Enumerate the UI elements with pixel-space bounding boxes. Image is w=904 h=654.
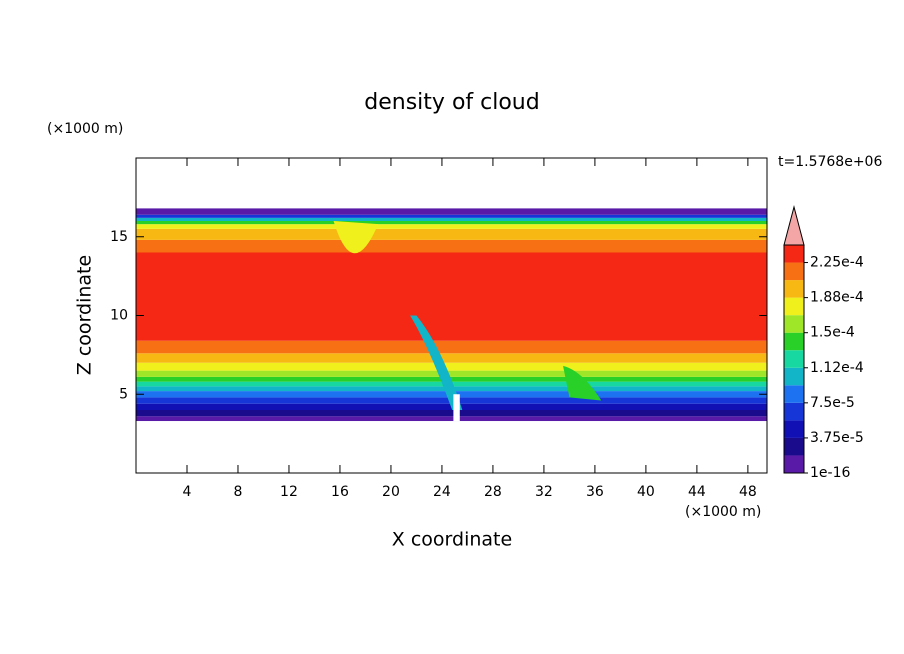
- field-band: [136, 239, 767, 253]
- colorbar-tick-label: 1.12e-4: [810, 360, 864, 376]
- y-axis-label: Z coordinate: [74, 255, 96, 375]
- x-tick-label: 24: [433, 484, 451, 500]
- x-tick-label: 36: [586, 484, 604, 500]
- field-band: [136, 416, 767, 422]
- colorbar-band: [784, 367, 804, 386]
- field-gap: [453, 394, 460, 422]
- x-tick-label: 8: [234, 484, 243, 500]
- contour-field: [136, 208, 767, 422]
- colorbar-tick-label: 1e-16: [810, 465, 850, 481]
- field-band: [136, 340, 767, 354]
- colorbar-band: [784, 385, 804, 403]
- field-band: [136, 221, 767, 225]
- x-tick-label: 44: [688, 484, 706, 500]
- x-tick-label: 48: [739, 484, 757, 500]
- field-band: [136, 208, 767, 215]
- x-tick-label: 12: [280, 484, 298, 500]
- colorbar-tick-label: 1.5e-4: [810, 325, 855, 341]
- x-tick-label: 40: [637, 484, 655, 500]
- colorbar-tick-label: 1.88e-4: [810, 290, 864, 306]
- field-band: [136, 252, 767, 341]
- field-feature: [410, 315, 463, 410]
- field-band: [136, 376, 767, 382]
- field-band: [136, 362, 767, 371]
- colorbar-band: [784, 350, 804, 368]
- x-tick-label: 4: [183, 484, 192, 500]
- y-tick-label: 5: [119, 386, 128, 402]
- colorbar-band: [784, 402, 804, 421]
- colorbar-band: [784, 262, 804, 281]
- x-axis-label: X coordinate: [392, 529, 512, 551]
- colorbar-frame: [783, 244, 805, 474]
- y-unit: (×1000 m): [47, 121, 123, 137]
- x-tick-label: 28: [484, 484, 502, 500]
- field-feature: [563, 365, 602, 401]
- x-tick-label: 20: [382, 484, 400, 500]
- chart-title: density of cloud: [364, 90, 539, 115]
- x-tick-label: 16: [331, 484, 349, 500]
- y-tick-label: 10: [110, 308, 128, 324]
- colorbar-tick-label: 2.25e-4: [810, 255, 864, 271]
- colorbar-band: [784, 297, 804, 316]
- field-band: [136, 370, 767, 377]
- field-band: [136, 217, 767, 221]
- colorbar-band: [784, 455, 804, 473]
- colorbar-tick-label: 3.75e-5: [810, 430, 864, 446]
- colorbar-band: [784, 315, 804, 333]
- y-tick-label: 15: [110, 229, 128, 245]
- colorbar-band: [784, 332, 804, 351]
- colorbar-band: [784, 437, 804, 456]
- x-tick-label: 32: [535, 484, 553, 500]
- field-band: [136, 228, 767, 240]
- field-band: [136, 353, 767, 363]
- field-band: [136, 224, 767, 229]
- field-band: [136, 410, 767, 417]
- colorbar-tick-label: 7.5e-5: [810, 395, 855, 411]
- colorbar-extend: [783, 205, 805, 246]
- colorbar-band: [784, 420, 804, 438]
- x-unit: (×1000 m): [685, 504, 761, 520]
- field-band: [136, 214, 767, 218]
- field-feature: [333, 221, 379, 254]
- colorbar-band: [784, 245, 804, 263]
- colorbar-band: [784, 280, 804, 298]
- time-label: t=1.5768e+06: [778, 154, 882, 170]
